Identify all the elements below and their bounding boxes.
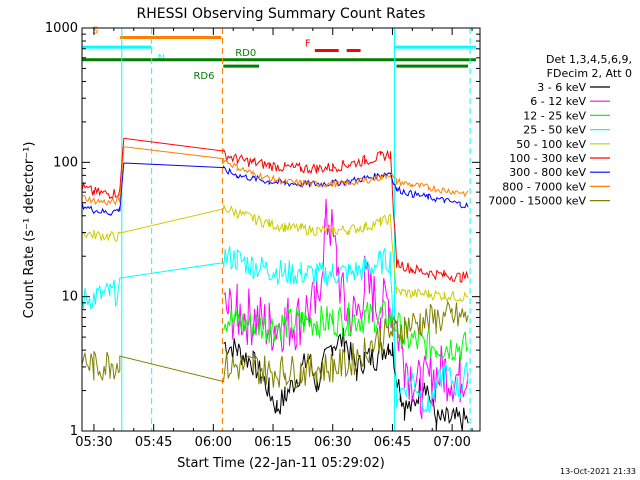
- plot-frame: [81, 27, 481, 432]
- x-tick-label-2: 06:00: [195, 435, 232, 450]
- legend-entry-1: 6 - 12 keV: [530, 95, 586, 108]
- series-line-2: [223, 299, 469, 362]
- legend-entry-8: 7000 - 15000 keV: [488, 195, 586, 208]
- flag-label-f: F: [305, 38, 311, 49]
- x-tick-label-1: 05:45: [135, 435, 172, 450]
- footer-date: 13-Oct-2021 21:33: [560, 467, 636, 476]
- legend-entry-7: 800 - 7000 keV: [502, 180, 586, 193]
- series-line-0: [223, 327, 469, 431]
- series-lines: [82, 137, 469, 431]
- flag-bars: SNRD0RD6F: [82, 25, 477, 82]
- x-axis: 05:30 05:45 06:00 06:15 06:30 06:45 07:00: [75, 28, 473, 450]
- y-axis: 1 10 100 1000: [45, 21, 480, 439]
- flag-label-rd6: RD6: [193, 71, 214, 82]
- y-tick-label-3: 1000: [45, 21, 78, 36]
- series-line-7: [82, 146, 469, 206]
- legend-entry-3: 25 - 50 keV: [523, 124, 586, 137]
- legend-entry-5: 100 - 300 keV: [509, 152, 586, 165]
- chart-title: RHESSI Observing Summary Count Rates: [137, 6, 426, 22]
- series-line-5: [82, 137, 469, 283]
- series-line-3: [82, 246, 469, 414]
- legend-entry-2: 12 - 25 keV: [523, 109, 586, 122]
- flag-label-s: S: [92, 25, 98, 36]
- y-axis-label: Count Rate (s⁻¹ detector⁻¹): [22, 142, 37, 319]
- x-tick-label-6: 07:00: [433, 435, 470, 450]
- x-tick-label-5: 06:45: [374, 435, 411, 450]
- y-tick-label-2: 100: [53, 155, 78, 170]
- legend-entry-4: 50 - 100 keV: [516, 138, 586, 151]
- y-tick-label-0: 1: [70, 424, 78, 439]
- series-line-6: [82, 162, 469, 216]
- legend: Det 1,3,4,5,6,9,FDecim 2, Att 03 - 6 keV…: [488, 53, 632, 208]
- legend-entry-0: 3 - 6 keV: [537, 81, 586, 94]
- series-line-4: [82, 204, 469, 303]
- x-axis-label: Start Time (22-Jan-11 05:29:02): [177, 456, 385, 471]
- legend-entry-6: 300 - 800 keV: [509, 166, 586, 179]
- legend-header-1: FDecim 2, Att 0: [547, 67, 632, 80]
- y-tick-label-1: 10: [61, 290, 78, 305]
- x-tick-label-3: 06:15: [254, 435, 291, 450]
- x-tick-label-4: 06:30: [314, 435, 351, 450]
- legend-header-0: Det 1,3,4,5,6,9,: [546, 53, 632, 66]
- series-line-8: [82, 300, 469, 389]
- x-tick-label-0: 05:30: [75, 435, 112, 450]
- flag-label-rd0: RD0: [235, 48, 256, 59]
